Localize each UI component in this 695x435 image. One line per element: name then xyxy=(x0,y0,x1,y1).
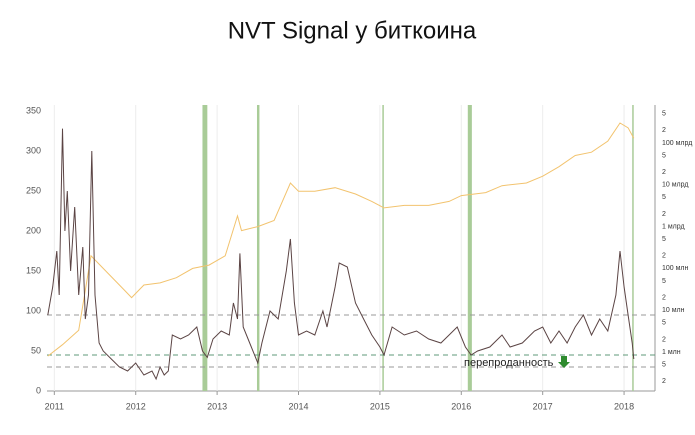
x-tick-label: 2018 xyxy=(614,401,634,411)
x-tick-label: 2017 xyxy=(533,401,553,411)
x-tick-label: 2014 xyxy=(288,401,308,411)
highlight-band xyxy=(202,105,208,391)
x-tick-label: 2016 xyxy=(451,401,471,411)
highlight-band xyxy=(632,105,634,391)
x-tick-label: 2015 xyxy=(370,401,390,411)
y-tick-label: 300 xyxy=(26,145,41,155)
arrow-icon xyxy=(558,356,570,368)
y2-tick-label: 2 xyxy=(662,294,666,301)
series-line xyxy=(47,122,635,357)
y-tick-label: 50 xyxy=(31,345,41,355)
x-tick-label: 2011 xyxy=(45,401,64,411)
y2-tick-label: 100 млн xyxy=(662,265,689,272)
y-tick-label: 350 xyxy=(26,105,41,115)
chart-title: NVT Signal у биткоина xyxy=(228,17,477,44)
x-tick-label: 2013 xyxy=(207,401,227,411)
x-tick-label: 2012 xyxy=(126,401,146,411)
y2-tick-label: 5 xyxy=(662,361,666,368)
y2-tick-label: 5 xyxy=(662,320,666,327)
y2-tick-label: 5 xyxy=(662,194,666,201)
y2-tick-label: 2 xyxy=(662,253,666,260)
y-tick-label: 200 xyxy=(26,225,41,235)
y2-tick-label: 5 xyxy=(662,152,666,159)
y2-tick-label: 100 млрд xyxy=(662,140,692,147)
y2-tick-label: 5 xyxy=(662,278,666,285)
y2-tick-label: 10 млрд xyxy=(662,182,688,189)
y2-tick-label: 2 xyxy=(662,378,666,385)
y-tick-label: 250 xyxy=(26,185,41,195)
highlight-band xyxy=(467,105,472,391)
y2-tick-label: 2 xyxy=(662,169,666,176)
y2-tick-label: 1 млн xyxy=(662,349,681,356)
series-line xyxy=(47,128,635,381)
highlight-band xyxy=(382,105,384,391)
y-tick-label: 100 xyxy=(26,305,41,315)
y2-tick-label: 2 xyxy=(662,127,666,134)
y2-tick-label: 2 xyxy=(662,211,666,218)
y-tick-label: 0 xyxy=(36,385,41,395)
y2-tick-label: 1 млрд xyxy=(662,223,685,230)
y2-tick-label: 10 млн xyxy=(662,307,685,314)
y2-tick-label: 5 xyxy=(662,111,666,118)
y-tick-label: 150 xyxy=(26,265,41,275)
annotation: перепроданность xyxy=(464,357,554,369)
y2-tick-label: 2 xyxy=(662,336,666,343)
highlight-band xyxy=(256,105,260,391)
y2-tick-label: 5 xyxy=(662,236,666,243)
